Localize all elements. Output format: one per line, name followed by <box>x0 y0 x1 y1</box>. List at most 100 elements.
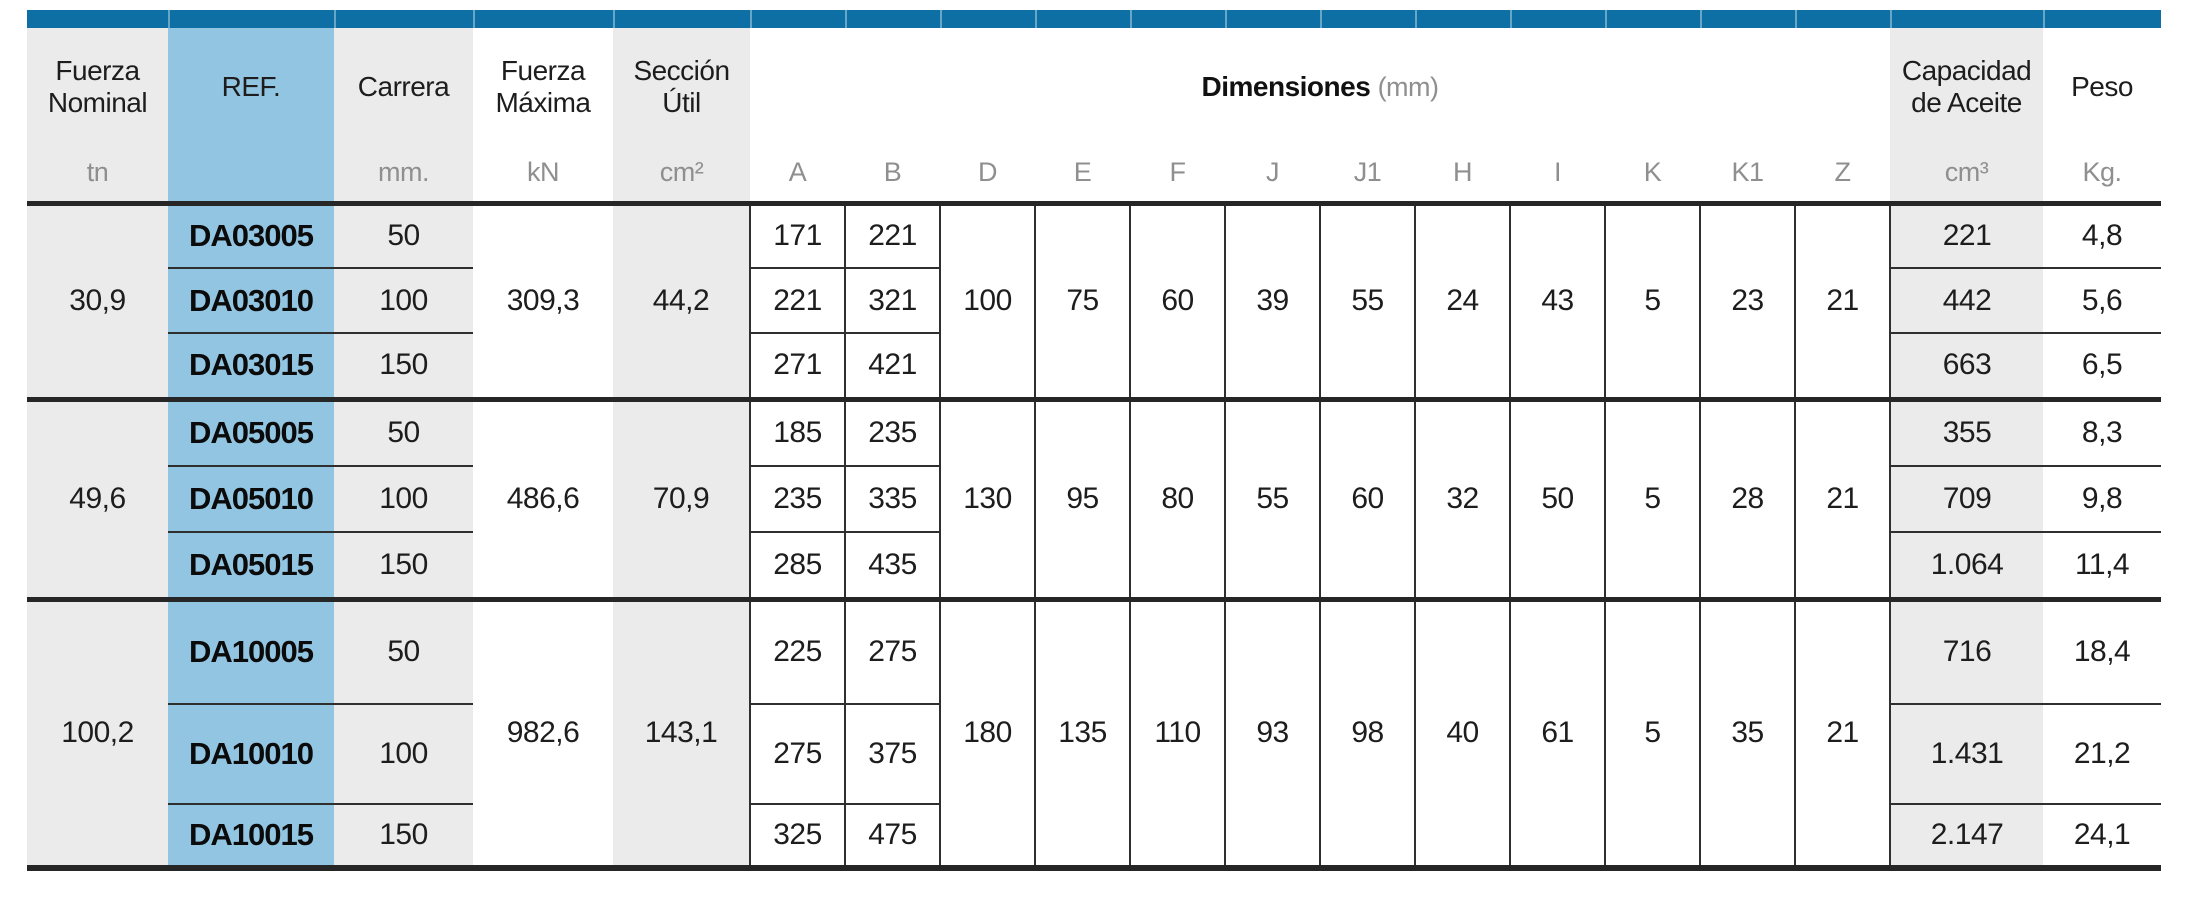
dim-col-E: E <box>1035 145 1130 206</box>
capacidad-value: 716 <box>1890 596 2044 704</box>
peso-value: 24,1 <box>2043 803 2162 868</box>
dim-B-value: 321 <box>844 267 940 333</box>
header-seccion-util: Sección Útil <box>613 28 750 145</box>
carrera-value: 100 <box>334 703 473 804</box>
capacidad-value: 663 <box>1890 332 2044 399</box>
dim-A-value: 221 <box>749 267 845 333</box>
dim-H-value: 40 <box>1414 596 1510 868</box>
dim-col-A: A <box>750 145 845 206</box>
ref-code: DA05005 <box>168 396 334 466</box>
capacidad-value: 1.064 <box>1890 531 2044 599</box>
ref-code: DA03005 <box>168 200 334 268</box>
dim-A-value: 235 <box>749 465 845 532</box>
dim-A-value: 185 <box>749 396 845 466</box>
carrera-value: 150 <box>334 531 473 599</box>
fuerza-maxima-value: 309,3 <box>473 200 613 399</box>
top-bar-tick <box>334 10 336 28</box>
dim-J1-value: 55 <box>1319 200 1415 399</box>
peso-value: 21,2 <box>2043 703 2162 804</box>
fuerza-maxima-value: 486,6 <box>473 396 613 599</box>
dim-col-B: B <box>845 145 940 206</box>
peso-value: 9,8 <box>2043 465 2162 532</box>
unit-seccion-util: cm² <box>613 145 750 206</box>
peso-value: 11,4 <box>2043 531 2162 599</box>
dim-K1-value: 28 <box>1699 396 1795 599</box>
dim-E-value: 75 <box>1034 200 1130 399</box>
carrera-value: 150 <box>334 332 473 399</box>
dim-A-value: 285 <box>749 531 845 599</box>
table-row: DA05010 100 235 335 709 9,8 <box>27 465 2162 532</box>
top-bar-tick <box>1795 10 1797 28</box>
carrera-value: 50 <box>334 596 473 704</box>
dim-B-value: 421 <box>844 332 940 399</box>
top-bar-tick <box>1510 10 1512 28</box>
dim-col-J: J <box>1225 145 1320 206</box>
top-bar-tick <box>1605 10 1607 28</box>
table-row: DA10010 100 275 375 1.431 21,2 <box>27 703 2162 804</box>
table-row: 100,2 DA10005 50 982,6 143,1 225 275 180 135 110 9… <box>27 596 2162 868</box>
dim-B-value: 275 <box>844 596 940 704</box>
header-carrera: Carrera <box>334 28 473 145</box>
unit-capacidad: cm³ <box>1890 145 2044 206</box>
unit-fuerza-maxima: kN <box>473 145 613 206</box>
dim-I-value: 61 <box>1509 596 1605 868</box>
capacidad-value: 442 <box>1890 267 2044 333</box>
ref-code: DA05010 <box>168 465 334 532</box>
dim-col-H: H <box>1415 145 1510 206</box>
seccion-util-value: 143,1 <box>613 596 750 868</box>
dim-B-value: 435 <box>844 531 940 599</box>
dimensiones-unit: (mm) <box>1377 71 1439 102</box>
seccion-util-value: 44,2 <box>613 200 750 399</box>
top-accent-bar <box>27 10 2161 28</box>
unit-carrera: mm. <box>334 145 473 206</box>
peso-value: 5,6 <box>2043 267 2162 333</box>
table-row: 49,6 DA05005 50 486,6 70,9 185 235 130 95 80 55 60 3… <box>27 396 2162 599</box>
carrera-value: 50 <box>334 396 473 466</box>
top-bar-tick <box>1700 10 1702 28</box>
dim-B-value: 235 <box>844 396 940 466</box>
ref-code: DA10005 <box>168 596 334 704</box>
peso-value: 4,8 <box>2043 200 2162 268</box>
hydraulic-cylinder-spec-table: Fuerza Nominal REF. Carrera Fuerza Máxim… <box>27 28 2162 871</box>
top-bar-tick <box>940 10 942 28</box>
fuerza-nominal-value: 100,2 <box>27 596 168 868</box>
dim-E-value: 95 <box>1034 396 1130 599</box>
top-bar-tick <box>1890 10 1892 28</box>
dim-col-Z: Z <box>1795 145 1891 206</box>
top-bar-tick <box>1320 10 1322 28</box>
dim-H-value: 32 <box>1414 396 1510 599</box>
dim-I-value: 50 <box>1509 396 1605 599</box>
dim-D-value: 130 <box>939 396 1035 599</box>
ref-code: DA10010 <box>168 703 334 804</box>
dim-J1-value: 60 <box>1319 396 1415 599</box>
dim-K-value: 5 <box>1604 200 1700 399</box>
dim-Z-value: 21 <box>1793 200 1892 399</box>
spec-table-wrapper: Fuerza Nominal REF. Carrera Fuerza Máxim… <box>27 10 2162 871</box>
top-bar-tick <box>1130 10 1132 28</box>
header-fuerza-nominal: Fuerza Nominal <box>27 28 168 145</box>
top-bar-tick <box>1225 10 1227 28</box>
peso-value: 18,4 <box>2043 596 2162 704</box>
header-ref: REF. <box>168 28 334 145</box>
top-bar-tick <box>613 10 615 28</box>
top-bar-tick <box>1035 10 1037 28</box>
table-row: DA05015 150 285 435 1.064 11,4 <box>27 531 2162 599</box>
capacidad-value: 355 <box>1890 396 2044 466</box>
dim-F-value: 80 <box>1129 396 1225 599</box>
dim-Z-value: 21 <box>1793 596 1892 868</box>
dim-Z-value: 21 <box>1793 396 1892 599</box>
peso-value: 6,5 <box>2043 332 2162 399</box>
dim-col-K: K <box>1605 145 1700 206</box>
top-bar-tick <box>473 10 475 28</box>
top-bar-tick <box>750 10 752 28</box>
dim-B-value: 221 <box>844 200 940 268</box>
peso-value: 8,3 <box>2043 396 2162 466</box>
dim-B-value: 475 <box>844 803 940 868</box>
ref-code: DA03010 <box>168 267 334 333</box>
header-fuerza-maxima: Fuerza Máxima <box>473 28 613 145</box>
dim-col-K1: K1 <box>1700 145 1795 206</box>
dim-B-value: 375 <box>844 703 940 804</box>
dim-K-value: 5 <box>1604 596 1700 868</box>
dim-A-value: 275 <box>749 703 845 804</box>
